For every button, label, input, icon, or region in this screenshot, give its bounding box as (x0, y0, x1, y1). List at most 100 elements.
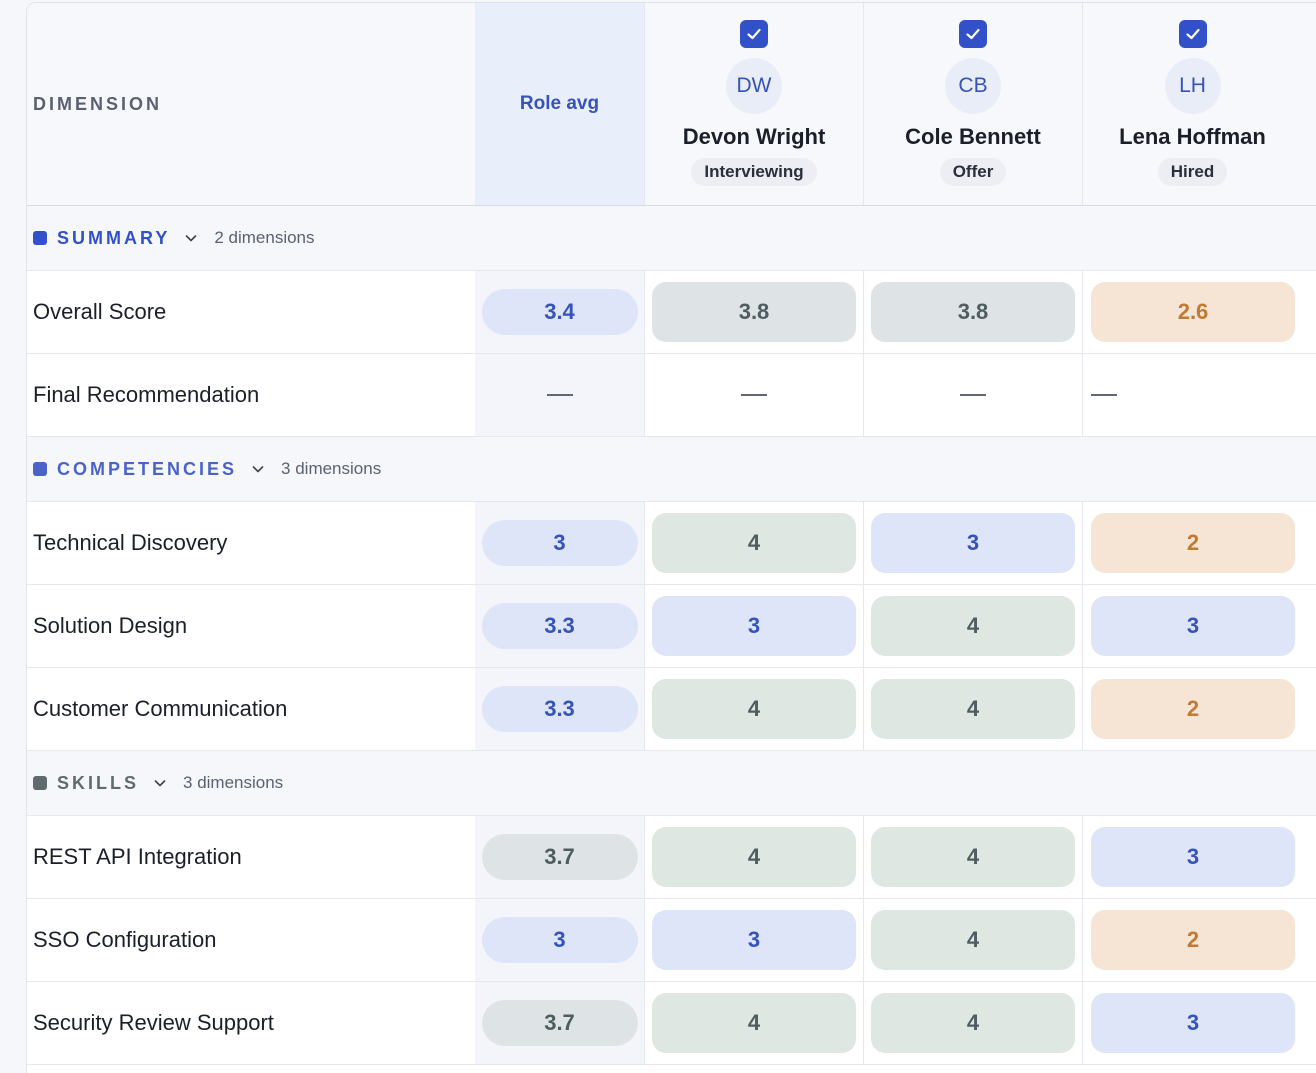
dimension-label: Security Review Support (33, 1010, 274, 1035)
candidate-avatar: CB (945, 58, 1001, 114)
role-avg-score[interactable]: 3.7 (481, 834, 638, 880)
candidate-select-checkbox[interactable] (1178, 20, 1207, 48)
dimension-row: Technical Discovery 3 4 3 2 (27, 502, 1316, 585)
section-header-summary[interactable]: SUMMARY 2 dimensions (27, 206, 1316, 271)
section-dimension-count: 3 dimensions (183, 773, 284, 792)
role-avg-cell: 3.4 (475, 271, 645, 353)
candidate-avatar: DW (726, 58, 782, 114)
role-avg-score[interactable]: 3.3 (481, 603, 638, 649)
checkmark-icon (1185, 28, 1200, 40)
comparison-grid: DIMENSION Role avg DW Devon Wright Intervi… (27, 3, 1316, 1065)
section-header-competencies[interactable]: COMPETENCIES 3 dimensions (27, 437, 1316, 502)
chevron-down-icon[interactable] (184, 231, 198, 245)
section-name: SKILLS (57, 772, 140, 793)
candidate-header-cb: CB Cole Bennett Offer (864, 3, 1083, 205)
candidate-score[interactable]: 2 (1091, 679, 1295, 739)
candidate-select-checkbox[interactable] (740, 20, 768, 48)
candidate-score[interactable]: 4 (652, 679, 856, 739)
candidate-score-cell: 3 (1083, 816, 1316, 898)
candidate-score[interactable]: 3 (1091, 993, 1295, 1053)
candidate-name[interactable]: Cole Bennett (905, 124, 1041, 149)
section-color-marker (33, 231, 47, 245)
candidate-score-cell: 3 (864, 502, 1083, 584)
candidate-header-content: DW Devon Wright Interviewing (645, 3, 863, 186)
role-avg-cell: 3.3 (475, 668, 645, 750)
candidate-score[interactable]: 3 (652, 596, 856, 656)
candidate-score-cell: 4 (645, 502, 864, 584)
candidate-score[interactable]: 4 (652, 513, 856, 573)
section-header-skills[interactable]: SKILLS 3 dimensions (27, 751, 1316, 816)
section-toggle[interactable] (184, 231, 198, 245)
table-header: DIMENSION Role avg DW Devon Wright Intervi… (27, 3, 1316, 206)
candidate-header-content: CB Cole Bennett Offer (864, 3, 1082, 186)
role-avg-score[interactable]: 3 (481, 917, 638, 963)
section-name: SUMMARY (57, 227, 171, 248)
dimension-header-label: DIMENSION (33, 93, 163, 114)
candidate-header-dw: DW Devon Wright Interviewing (645, 3, 864, 205)
section-toggle[interactable] (153, 776, 167, 790)
comparison-table: DIMENSION Role avg DW Devon Wright Intervi… (26, 2, 1316, 1073)
role-avg-cell: 3 (475, 502, 645, 584)
candidate-score-cell: 3 (645, 899, 864, 981)
dimension-row: Solution Design 3.3 3 4 3 (27, 585, 1316, 668)
role-avg-score[interactable]: 3 (481, 520, 638, 566)
dimension-row: Final Recommendation (27, 354, 1316, 437)
candidate-score[interactable]: 4 (652, 993, 856, 1053)
candidate-score[interactable]: 3.8 (652, 282, 856, 342)
candidate-score-cell: 4 (864, 899, 1083, 981)
candidate-score-cell: 4 (864, 668, 1083, 750)
candidate-score[interactable]: 2 (1091, 910, 1295, 970)
candidate-score[interactable]: 3 (652, 910, 856, 970)
role-avg-cell (475, 354, 645, 436)
candidate-score[interactable]: 4 (652, 827, 856, 887)
candidate-score[interactable]: 2.6 (1091, 282, 1295, 342)
dimension-label: Overall Score (33, 299, 167, 324)
role-avg-score[interactable]: 3.7 (481, 1000, 638, 1046)
section-toggle[interactable] (251, 462, 265, 476)
candidate-status-badge: Hired (1157, 158, 1228, 186)
candidate-score[interactable]: 4 (871, 827, 1075, 887)
empty-score-dash (1091, 394, 1117, 396)
dimension-row: SSO Configuration 3 3 4 2 (27, 899, 1316, 982)
candidate-score-cell: 4 (864, 982, 1083, 1064)
candidate-score[interactable]: 3 (871, 513, 1075, 573)
role-avg-cell: 3 (475, 899, 645, 981)
dimension-label: REST API Integration (33, 844, 242, 869)
candidate-score-cell: 3 (645, 585, 864, 667)
candidate-score-cell: 2 (1083, 899, 1316, 981)
empty-score-dash (960, 394, 986, 396)
candidate-select-checkbox[interactable] (959, 20, 987, 48)
candidate-header-content: LH Lena Hoffman Hired (1083, 3, 1302, 186)
candidate-score[interactable]: 3.8 (871, 282, 1075, 342)
candidate-score-cell: 3 (1083, 982, 1316, 1064)
candidate-score[interactable]: 4 (871, 993, 1075, 1053)
candidate-score[interactable]: 4 (871, 679, 1075, 739)
candidate-score-cell: 4 (645, 982, 864, 1064)
dimension-row: Customer Communication 3.3 4 4 2 (27, 668, 1316, 751)
candidate-score-cell: 4 (864, 816, 1083, 898)
dimension-label: Solution Design (33, 613, 188, 638)
candidate-score[interactable]: 4 (871, 596, 1075, 656)
candidate-score[interactable]: 3 (1091, 596, 1295, 656)
role-avg-score[interactable]: 3.3 (481, 686, 638, 732)
chevron-down-icon[interactable] (153, 776, 167, 790)
empty-score-dash (741, 394, 767, 396)
role-avg-score[interactable]: 3.4 (481, 289, 638, 335)
dimension-label: SSO Configuration (33, 927, 217, 952)
role-avg-cell: 3.7 (475, 816, 645, 898)
candidate-name[interactable]: Lena Hoffman (1119, 124, 1266, 149)
candidate-score-cell: 2 (1083, 502, 1316, 584)
dimension-label: Technical Discovery (33, 530, 228, 555)
section-color-marker (33, 462, 47, 476)
checkmark-icon (966, 28, 980, 40)
candidate-score[interactable]: 2 (1091, 513, 1295, 573)
chevron-down-icon[interactable] (251, 462, 265, 476)
candidate-score[interactable]: 3 (1091, 827, 1295, 887)
candidate-score[interactable]: 4 (871, 910, 1075, 970)
role-avg-header[interactable]: Role avg (475, 3, 645, 205)
candidate-score-cell: 4 (864, 585, 1083, 667)
role-avg-label: Role avg (519, 93, 600, 114)
candidate-score-cell: 2 (1083, 668, 1316, 750)
candidate-status-badge: Offer (939, 158, 1007, 186)
candidate-name[interactable]: Devon Wright (682, 124, 826, 149)
